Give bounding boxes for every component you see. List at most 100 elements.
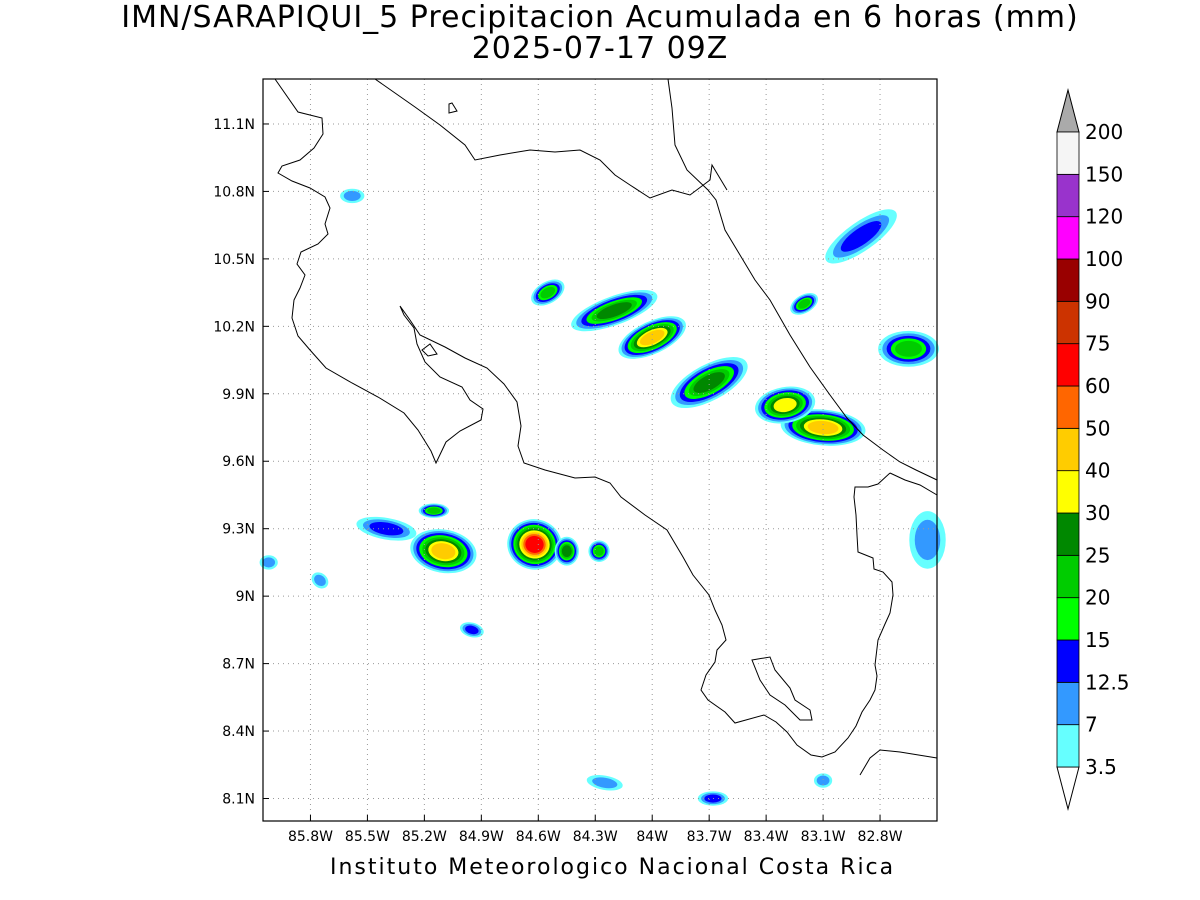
rain-cell	[588, 540, 610, 562]
colorbar-label: 15	[1085, 628, 1110, 652]
rain-contour	[914, 519, 941, 561]
colorbar-swatch	[1056, 724, 1080, 768]
lat-tick-label: 9.3N	[222, 522, 255, 538]
rain-contour	[343, 190, 361, 201]
lon-tick-label: 83.1W	[801, 829, 846, 845]
coastline-caribbean	[667, 78, 938, 481]
rain-contour	[807, 420, 839, 435]
rain-cell	[507, 519, 562, 570]
rain-contour	[797, 299, 811, 309]
rain-contour	[314, 574, 326, 587]
rain-contour	[704, 794, 722, 803]
lon-tick-label: 84W	[636, 829, 668, 845]
rain-cell	[340, 188, 365, 204]
lat-tick-label: 9.9N	[222, 387, 255, 403]
rain-contour	[816, 775, 830, 786]
lat-tick-label: 10.2N	[213, 319, 255, 335]
colorbar-swatch	[1056, 512, 1080, 556]
rain-cell	[459, 622, 484, 638]
rain-cell	[755, 386, 816, 424]
colorbar-swatch	[1056, 216, 1080, 260]
rain-cell	[825, 209, 897, 264]
colorbar-swatch	[1056, 681, 1080, 726]
colorbar-swatch	[1056, 427, 1080, 472]
colorbar-swatch	[1056, 300, 1080, 345]
colorbar-label: 50	[1085, 416, 1110, 440]
map-background	[263, 79, 937, 821]
colorbar-label: 12.5	[1085, 670, 1130, 694]
rain-cell	[813, 773, 833, 788]
rain-cell	[697, 791, 729, 806]
lat-lon-grid	[263, 79, 937, 821]
rain-contour	[596, 302, 632, 320]
colorbar-swatch	[1056, 385, 1080, 429]
lon-tick-label: 83.4W	[744, 829, 789, 845]
rain-contour	[773, 397, 797, 413]
rain-contour	[895, 340, 922, 357]
colorbar-label: 30	[1085, 501, 1110, 525]
lat-tick-label: 8.4N	[222, 724, 255, 740]
lat-tick-label: 9N	[236, 589, 255, 605]
lon-tick-label: 84.9W	[459, 829, 504, 845]
rain-contour	[592, 777, 618, 789]
colorbar-top-arrow	[1056, 88, 1080, 133]
coastline-nicaragua-lake	[374, 78, 728, 199]
lon-tick-label: 85.5W	[345, 829, 390, 845]
lat-tick-label: 11.1N	[213, 117, 255, 133]
rain-cell	[670, 357, 748, 409]
colorbar-label: 150	[1085, 162, 1123, 186]
rain-cell	[909, 511, 946, 569]
rain-cell	[531, 279, 565, 306]
rain-contour	[369, 521, 404, 536]
lat-tick-label: 9.6N	[222, 454, 255, 470]
rain-contour	[427, 507, 441, 514]
colorbar-bottom-arrow	[1056, 766, 1080, 811]
colorbar-label: 200	[1085, 120, 1123, 144]
axis-tick-labels: 85.8W 85.5W 85.2W 84.9W 84.6W 84.3W 84W 83.7W 83…	[213, 117, 902, 845]
colorbar-swatch	[1056, 597, 1080, 641]
colorbar-label: 120	[1085, 205, 1123, 229]
map-plot-area: 85.8W 85.5W 85.2W 84.9W 84.6W 84.3W 84W 83.7W 83…	[213, 78, 946, 845]
colorbar-label: 40	[1085, 459, 1110, 483]
colorbar-label: 3.5	[1085, 755, 1117, 779]
colorbar-label: 90	[1085, 289, 1110, 313]
colorbar-swatch	[1056, 131, 1080, 175]
colorbar-label: 7	[1085, 713, 1098, 737]
colorbar-label: 100	[1085, 247, 1123, 271]
island-gulf-nicoya	[421, 343, 438, 357]
rain-contour	[465, 625, 479, 635]
rain-contour	[840, 221, 882, 252]
coastline-layer	[274, 78, 938, 776]
map-frame	[262, 78, 938, 822]
rain-cell	[878, 330, 939, 367]
rain-cell	[259, 555, 278, 570]
lon-tick-label: 84.6W	[516, 829, 561, 845]
rain-cell	[418, 503, 450, 518]
colorbar-swatch	[1056, 258, 1080, 302]
rain-contour	[594, 546, 604, 556]
rain-cell	[311, 572, 329, 589]
rain-cell	[356, 516, 417, 541]
lat-tick-label: 8.7N	[222, 657, 255, 673]
colorbar-label: 25	[1085, 543, 1110, 567]
colorbar-label: 20	[1085, 586, 1110, 610]
lon-tick-label: 84.3W	[573, 829, 618, 845]
colorbar-label: 60	[1085, 374, 1110, 398]
map-datetime: 2025-07-17 09Z	[471, 31, 729, 66]
lon-tick-label: 83.7W	[687, 829, 732, 845]
border-panama	[889, 472, 938, 496]
coastline-pacific	[274, 78, 894, 758]
rain-contour	[561, 545, 572, 558]
rain-contour	[525, 535, 544, 553]
rain-cell	[410, 529, 477, 574]
lon-tick-label: 85.8W	[288, 829, 333, 845]
rain-cell	[790, 292, 818, 315]
island-small	[448, 102, 458, 114]
colorbar: 3.5 7 12.5 15 20 25 30 40 50 60 75 90 100 120 150 200	[1056, 88, 1130, 811]
colorbar-swatch	[1056, 173, 1080, 218]
map-title: IMN/SARAPIQUI_5 Precipitacion Acumulada …	[121, 0, 1079, 35]
coastline-burica	[859, 749, 938, 776]
rain-contour	[540, 286, 556, 299]
rain-cell	[554, 536, 579, 566]
